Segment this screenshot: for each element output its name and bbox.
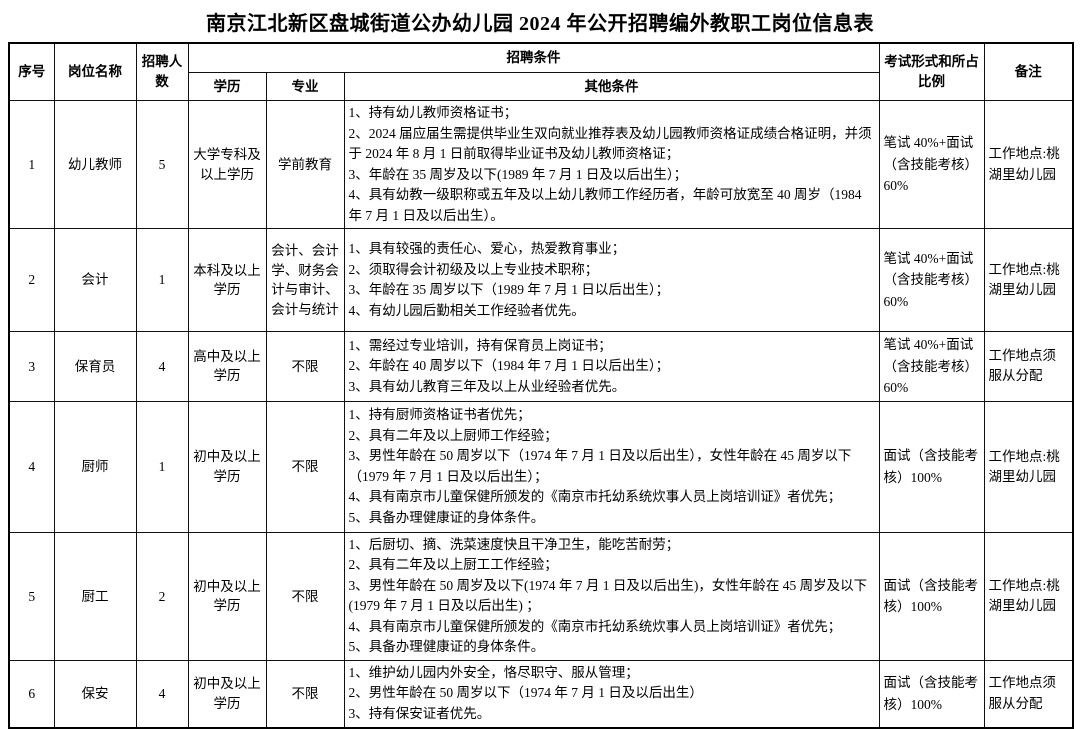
cell-note: 工作地点:桃湖里幼儿园 [983, 228, 1074, 333]
cell-position: 幼儿教师 [53, 99, 137, 230]
recruitment-table: 序号 岗位名称 招聘人数 招聘条件 考试形式和所占比例 备注 学历 专业 其他条… [8, 42, 1074, 729]
cell-note: 工作地点:桃湖里幼儿园 [983, 99, 1074, 230]
cell-position: 厨师 [53, 400, 137, 533]
cell-count: 4 [135, 659, 189, 729]
cell-no: 3 [8, 331, 55, 402]
cell-position: 保安 [53, 659, 137, 729]
header-education: 学历 [187, 72, 267, 101]
cell-note: 工作地点须服从分配 [983, 659, 1074, 729]
cell-conditions: 1、具有较强的责任心、爱心，热爱教育事业； 2、须取得会计初级及以上专业技术职称… [343, 228, 880, 333]
cell-note: 工作地点:桃湖里幼儿园 [983, 400, 1074, 533]
cell-major: 不限 [265, 531, 345, 661]
header-serial-number: 序号 [8, 42, 55, 101]
cell-count: 1 [135, 228, 189, 333]
cell-note: 工作地点:桃湖里幼儿园 [983, 531, 1074, 661]
cell-exam: 面试（含技能考核）100% [878, 400, 985, 533]
table-row: 5 厨工 2 初中及以上学历 不限 1、后厨切、摘、洗菜速度快且干净卫生，能吃苦耐劳； 2… [8, 531, 1074, 661]
cell-conditions: 1、后厨切、摘、洗菜速度快且干净卫生，能吃苦耐劳； 2、具有二年及以上厨工工作经… [343, 531, 880, 661]
cell-education: 本科及以上学历 [187, 228, 267, 333]
page-title: 南京江北新区盘城街道公办幼儿园 2024 年公开招聘编外教职工岗位信息表 [206, 13, 874, 35]
table-header: 序号 岗位名称 招聘人数 招聘条件 考试形式和所占比例 备注 学历 专业 其他条… [8, 42, 1074, 101]
table-row: 1 幼儿教师 5 大学专科及以上学历 学前教育 1、持有幼儿教师资格证书； 2、2024 … [8, 99, 1074, 230]
header-recruit-count: 招聘人数 [135, 42, 189, 101]
header-remarks: 备注 [983, 42, 1074, 101]
cell-no: 6 [8, 659, 55, 729]
cell-no: 4 [8, 400, 55, 533]
cell-exam: 笔试 40%+面试（含技能考核）60% [878, 99, 985, 230]
cell-major: 学前教育 [265, 99, 345, 230]
cell-education: 高中及以上学历 [187, 331, 267, 402]
cell-count: 2 [135, 531, 189, 661]
cell-position: 会计 [53, 228, 137, 333]
cell-education: 初中及以上学历 [187, 400, 267, 533]
cell-position: 保育员 [53, 331, 137, 402]
cell-major: 不限 [265, 659, 345, 729]
table-row: 2 会计 1 本科及以上学历 会计、会计学、财务会计与审计、会计与统计 1、具有较强的责任… [8, 228, 1074, 333]
cell-education: 大学专科及以上学历 [187, 99, 267, 230]
cell-count: 5 [135, 99, 189, 230]
table-row: 4 厨师 1 初中及以上学历 不限 1、持有厨师资格证书者优先； 2、具有二年及以上厨师工… [8, 400, 1074, 533]
cell-exam: 笔试 40%+面试（含技能考核）60% [878, 331, 985, 402]
cell-exam: 笔试 40%+面试（含技能考核）60% [878, 228, 985, 333]
cell-exam: 面试（含技能考核）100% [878, 659, 985, 729]
cell-conditions: 1、持有厨师资格证书者优先； 2、具有二年及以上厨师工作经验； 3、男性年龄在 … [343, 400, 880, 533]
cell-no: 5 [8, 531, 55, 661]
cell-count: 4 [135, 331, 189, 402]
header-exam-form: 考试形式和所占比例 [878, 42, 985, 101]
cell-major: 会计、会计学、财务会计与审计、会计与统计 [265, 228, 345, 333]
cell-position: 厨工 [53, 531, 137, 661]
cell-conditions: 1、维护幼儿园内外安全，恪尽职守、服从管理； 2、男性年龄在 50 周岁以下（1… [343, 659, 880, 729]
cell-no: 2 [8, 228, 55, 333]
cell-count: 1 [135, 400, 189, 533]
header-position-name: 岗位名称 [53, 42, 137, 101]
cell-conditions: 1、需经过专业培训，持有保育员上岗证书； 2、年龄在 40 周岁以下（1984 … [343, 331, 880, 402]
table-body: 1 幼儿教师 5 大学专科及以上学历 学前教育 1、持有幼儿教师资格证书； 2、2024 … [8, 99, 1074, 729]
cell-major: 不限 [265, 400, 345, 533]
table-row: 3 保育员 4 高中及以上学历 不限 1、需经过专业培训，持有保育员上岗证书； 2、年龄在… [8, 331, 1074, 402]
cell-education: 初中及以上学历 [187, 659, 267, 729]
cell-major: 不限 [265, 331, 345, 402]
cell-education: 初中及以上学历 [187, 531, 267, 661]
header-other-conditions: 其他条件 [343, 72, 880, 101]
cell-exam: 面试（含技能考核）100% [878, 531, 985, 661]
cell-note: 工作地点须服从分配 [983, 331, 1074, 402]
table-row: 6 保安 4 初中及以上学历 不限 1、维护幼儿园内外安全，恪尽职守、服从管理； 2、男性… [8, 659, 1074, 729]
header-major: 专业 [265, 72, 345, 101]
header-recruit-conditions: 招聘条件 [187, 42, 880, 73]
cell-conditions: 1、持有幼儿教师资格证书； 2、2024 届应届生需提供毕业生双向就业推荐表及幼… [343, 99, 880, 230]
cell-no: 1 [8, 99, 55, 230]
